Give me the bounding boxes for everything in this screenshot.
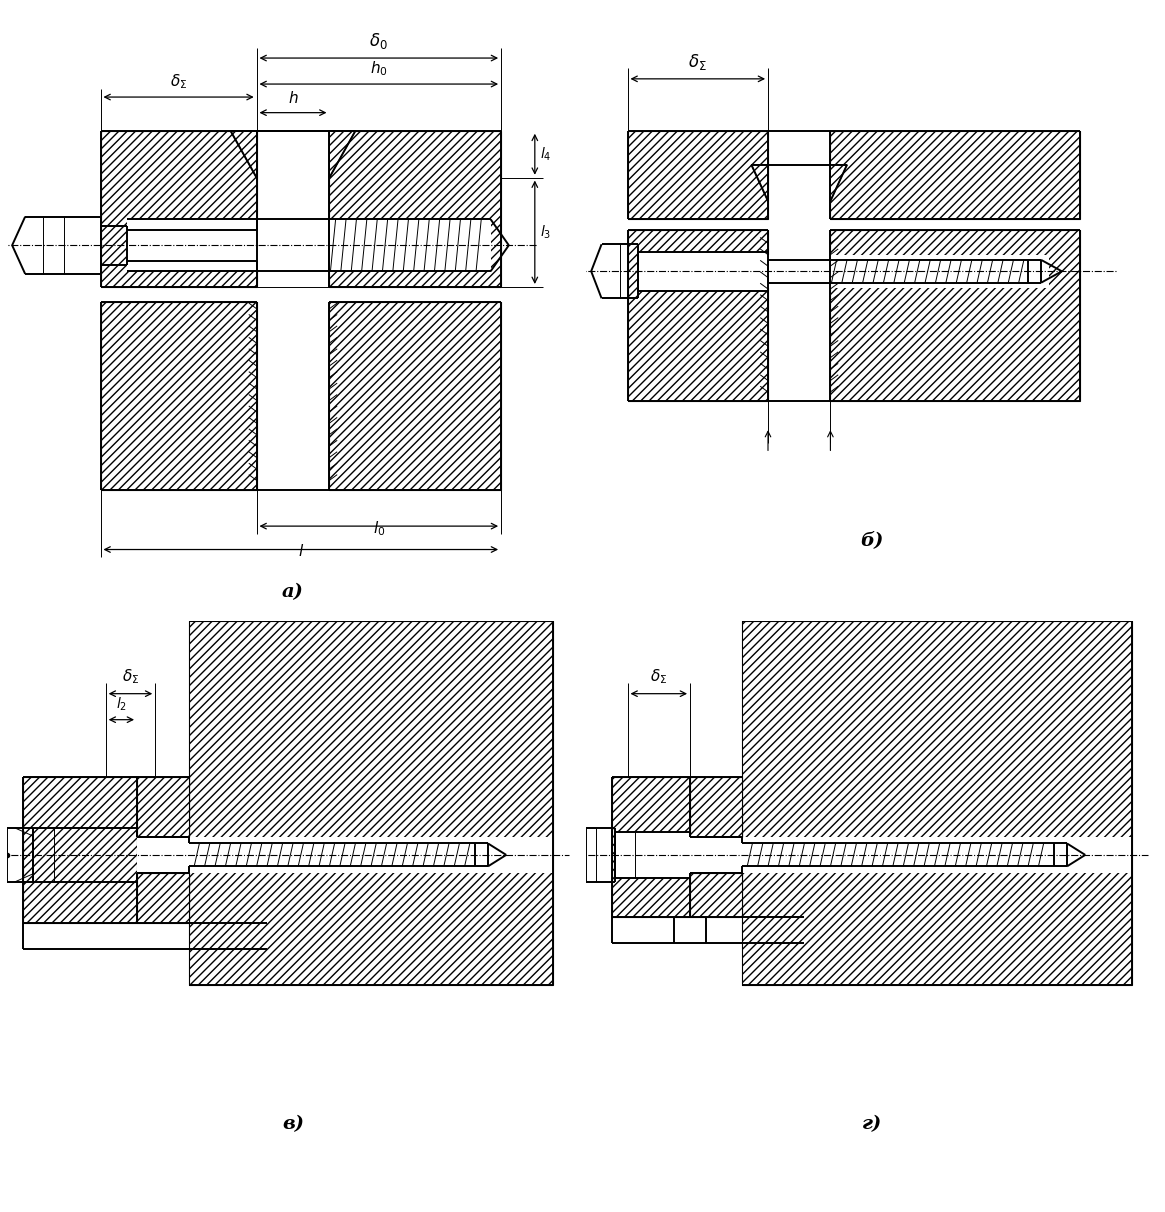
Text: $\delta_0$: $\delta_0$ [369,30,388,51]
Polygon shape [831,165,847,201]
Polygon shape [690,873,742,917]
Text: $l_3$: $l_3$ [541,223,551,241]
Text: в): в) [282,1115,304,1133]
Polygon shape [330,131,355,178]
Polygon shape [137,836,189,873]
Polygon shape [100,303,256,490]
Polygon shape [742,621,1132,985]
Polygon shape [22,777,137,922]
Polygon shape [742,836,1132,873]
Polygon shape [690,777,742,836]
Polygon shape [638,252,768,291]
Text: $l_2$: $l_2$ [115,696,127,714]
Text: б): б) [860,531,884,549]
Polygon shape [690,836,742,873]
Text: $\delta_\Sigma$: $\delta_\Sigma$ [122,668,139,686]
Polygon shape [768,255,1048,288]
Text: $h_0$: $h_0$ [370,59,388,78]
Polygon shape [189,836,553,873]
Text: $h$: $h$ [288,91,298,107]
Text: $\delta_\Sigma$: $\delta_\Sigma$ [650,668,668,686]
Polygon shape [189,621,553,985]
Polygon shape [330,303,501,490]
Polygon shape [137,777,189,836]
Text: а): а) [282,583,304,601]
Polygon shape [127,219,490,271]
Text: $\delta_\Sigma$: $\delta_\Sigma$ [170,73,188,91]
Text: $l_4$: $l_4$ [541,145,551,162]
Polygon shape [628,131,768,219]
Polygon shape [751,165,768,201]
Polygon shape [831,230,1080,401]
Text: г): г) [862,1115,882,1133]
Polygon shape [137,873,189,922]
Text: $l$: $l$ [298,543,304,559]
Polygon shape [612,777,690,917]
Polygon shape [330,131,501,287]
Polygon shape [615,831,690,879]
Text: $l_0$: $l_0$ [373,520,384,538]
Polygon shape [100,131,256,287]
Polygon shape [628,230,768,401]
Polygon shape [231,131,256,178]
Text: $\delta_\Sigma$: $\delta_\Sigma$ [689,52,707,72]
Polygon shape [831,131,1080,219]
